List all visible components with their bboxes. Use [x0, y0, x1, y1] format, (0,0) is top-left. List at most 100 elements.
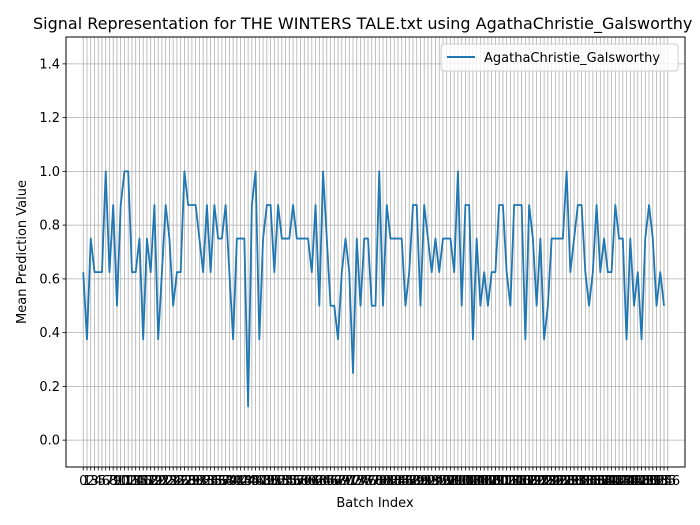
x-tick-label: 106: [468, 474, 493, 489]
x-tick-label: 63: [311, 474, 328, 489]
x-tick-label: 77: [363, 474, 380, 489]
x-tick-label: 57: [289, 474, 306, 489]
series-line: [82, 170, 665, 408]
x-tick-label: 144: [610, 474, 635, 489]
x-tick-label: 66: [322, 474, 339, 489]
x-tick-label: 6: [102, 474, 110, 489]
x-tick-label: 153: [644, 474, 669, 489]
x-tick-label: 96: [435, 474, 452, 489]
x-tick-label: 119: [517, 474, 542, 489]
x-tick-label: 78: [367, 474, 384, 489]
x-tick-label: 3: [90, 474, 98, 489]
x-tick-label: 111: [487, 474, 512, 489]
x-tick-label: 35: [206, 474, 223, 489]
x-tick-label: 45: [244, 474, 261, 489]
chart-title: Signal Representation for THE WINTERS TA…: [33, 14, 692, 34]
x-tick-label: 114: [498, 474, 523, 489]
x-tick-label: 23: [161, 474, 178, 489]
x-tick-label: 84: [390, 474, 407, 489]
x-tick-label: 98: [442, 474, 459, 489]
x-tick-label: 41: [229, 474, 246, 489]
x-tick-label: 103: [457, 474, 482, 489]
x-tick-label: 101: [449, 474, 474, 489]
x-tick-label: 136: [580, 474, 605, 489]
x-tick-label: 124: [535, 474, 560, 489]
x-tick-label: 51: [266, 474, 283, 489]
x-tick-label: 80: [375, 474, 392, 489]
x-tick-label: 107: [472, 474, 497, 489]
x-tick-label: 9: [113, 474, 121, 489]
x-tick-label: 143: [607, 474, 632, 489]
y-axis-label: Mean Prediction Value: [15, 180, 30, 324]
x-tick-label: 5: [98, 474, 106, 489]
x-tick-label: 117: [509, 474, 534, 489]
x-tick-label: 88: [405, 474, 422, 489]
x-tick-label: 137: [584, 474, 609, 489]
x-tick-label: 56: [285, 474, 302, 489]
x-tick-label: 29: [184, 474, 201, 489]
y-tick-label: 1.2: [39, 111, 60, 126]
x-tick-label: 79: [371, 474, 388, 489]
x-tick-label: 81: [378, 474, 395, 489]
x-tick-label: 89: [408, 474, 425, 489]
x-tick-label: 8: [109, 474, 117, 489]
x-tick-label: 140: [595, 474, 620, 489]
x-tick-label: 118: [513, 474, 538, 489]
x-tick-label: 141: [599, 474, 624, 489]
x-tick-label: 4: [94, 474, 102, 489]
x-tick-label: 20: [150, 474, 167, 489]
x-tick-label: 112: [490, 474, 515, 489]
x-tick-label: 52: [270, 474, 287, 489]
x-tick-label: 28: [180, 474, 197, 489]
x-tick-label: 149: [629, 474, 654, 489]
x-axis-label: Batch Index: [336, 496, 414, 511]
x-tick-label: 44: [240, 474, 257, 489]
x-tick-label: 104: [461, 474, 486, 489]
x-tick-label: 155: [652, 474, 677, 489]
legend: AgathaChristie_Galsworthy: [440, 43, 679, 72]
x-tick-label: 150: [633, 474, 658, 489]
x-tick-label: 125: [539, 474, 564, 489]
x-tick-label: 138: [588, 474, 613, 489]
x-tick-label: 73: [348, 474, 365, 489]
x-tick-label: 58: [292, 474, 309, 489]
x-tick-label: 62: [307, 474, 324, 489]
x-tick-label: 110: [483, 474, 508, 489]
x-tick-label: 92: [420, 474, 437, 489]
x-tick-label: 43: [236, 474, 253, 489]
x-tick-label: 123: [532, 474, 557, 489]
x-tick-label: 65: [319, 474, 336, 489]
x-tick-label: 22: [157, 474, 174, 489]
x-tick-label: 19: [146, 474, 163, 489]
x-tick-label: 37: [214, 474, 231, 489]
x-tick-label: 60: [300, 474, 317, 489]
x-tick-label: 14: [127, 474, 144, 489]
x-tick-label: 148: [625, 474, 650, 489]
y-tick-label: 0.6: [39, 272, 60, 287]
x-tick-label: 47: [251, 474, 268, 489]
y-tick-label: 1.4: [39, 57, 60, 72]
x-tick-label: 108: [475, 474, 500, 489]
x-tick-label: 121: [524, 474, 549, 489]
x-tick-label: 70: [337, 474, 354, 489]
x-tick-label: 26: [172, 474, 189, 489]
x-tick-label: 86: [397, 474, 414, 489]
x-tick-label: 130: [558, 474, 583, 489]
y-tick-label: 1.0: [39, 165, 60, 180]
x-tick-label: 27: [176, 474, 193, 489]
x-tick-label: 128: [550, 474, 575, 489]
x-tick-label: 11: [116, 474, 133, 489]
x-tick-label: 68: [330, 474, 347, 489]
x-tick-label: 64: [315, 474, 332, 489]
x-tick-label: 91: [416, 474, 433, 489]
x-tick-label: 46: [247, 474, 264, 489]
y-axis-ticks: 0.0 0.2 0.4 0.6 0.8 1.0 1.2 1.4: [39, 57, 66, 449]
x-tick-label: 48: [255, 474, 272, 489]
x-tick-label: 53: [274, 474, 291, 489]
x-tick-label: 147: [622, 474, 647, 489]
x-tick-label: 40: [225, 474, 242, 489]
y-tick-label: 0.8: [39, 219, 60, 234]
x-tick-label: 113: [494, 474, 519, 489]
x-tick-label: 152: [640, 474, 665, 489]
